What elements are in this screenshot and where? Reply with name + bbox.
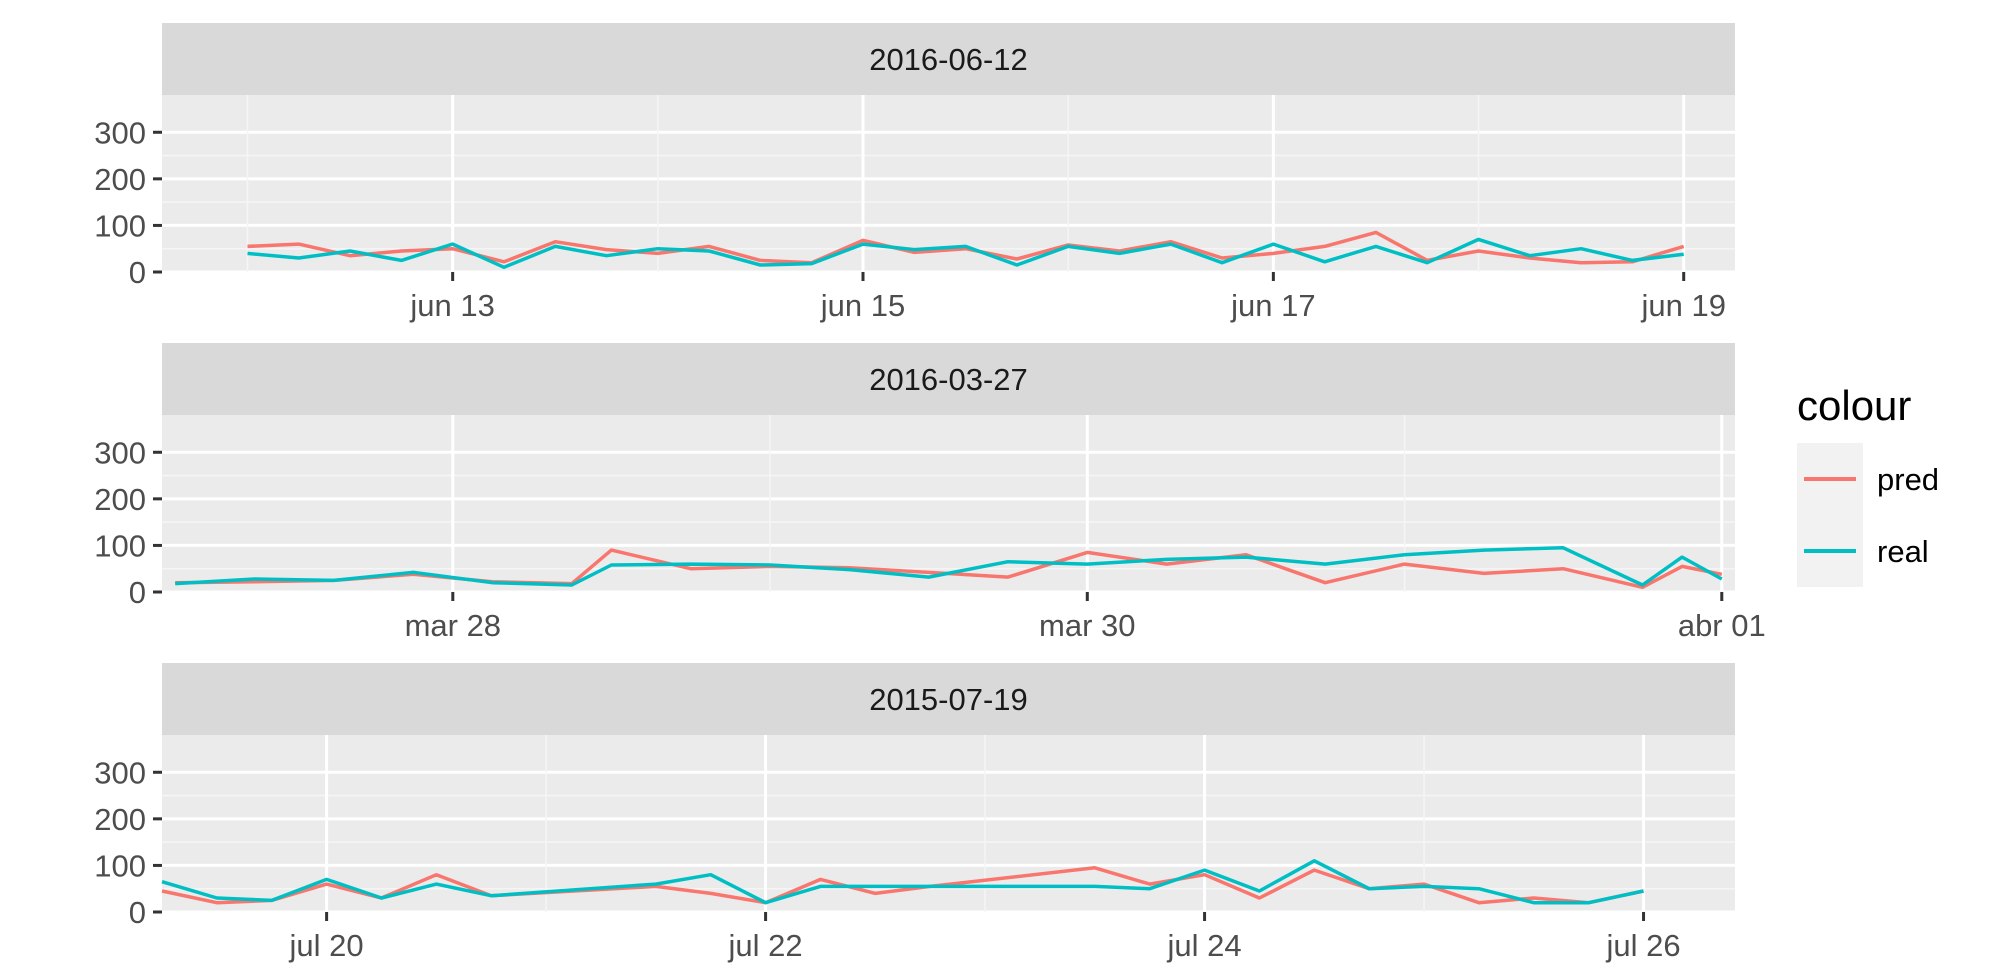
plot-background [162, 735, 1735, 912]
facet-strip [162, 343, 1735, 415]
facet-strip [162, 23, 1735, 95]
x-tick-label: mar 30 [1039, 608, 1135, 643]
y-tick-label: 200 [94, 802, 146, 837]
legend-label: real [1877, 534, 1929, 569]
y-tick-label: 100 [94, 208, 146, 243]
y-tick-label: 0 [129, 895, 146, 930]
legend-item-pred: pred [1797, 443, 1939, 515]
y-tick-label: 0 [129, 575, 146, 610]
plot-background [162, 415, 1735, 592]
legend-item-real: real [1797, 515, 1929, 587]
y-tick-label: 300 [94, 115, 146, 150]
x-tick-label: jun 13 [409, 288, 494, 323]
facet-panel: 2016-03-27 0 100 200 300 mar 28 mar 30 abr 01 [94, 343, 1766, 643]
x-tick-label: jun 15 [820, 288, 905, 323]
x-tick-label: jul 24 [1167, 928, 1242, 963]
x-tick-label: abr 01 [1678, 608, 1766, 643]
series-line-pred [247, 230, 1685, 265]
y-tick-label: 100 [94, 528, 146, 563]
series-line-real [161, 859, 1644, 905]
series-line-real [175, 546, 1723, 587]
y-tick-label: 0 [129, 255, 146, 290]
facet-strip [162, 663, 1735, 735]
legend-title: colour [1797, 382, 1911, 429]
facet-panel: 2015-07-19 0 100 200 300 jul 20 jul 22 jul 24 ju… [94, 663, 1735, 963]
x-tick-label: jul 22 [728, 928, 803, 963]
panels-layer: 2016-06-12 0 100 200 300 jun 13 jun 15 jun 17 ju… [94, 23, 1766, 963]
y-tick-label: 200 [94, 482, 146, 517]
series-line-real [247, 237, 1684, 270]
x-tick-label: jul 26 [1605, 928, 1680, 963]
x-tick-label: jun 19 [1640, 288, 1725, 323]
x-tick-label: jun 17 [1230, 288, 1315, 323]
y-tick-label: 300 [94, 435, 146, 470]
facet-title: 2015-07-19 [869, 682, 1028, 717]
facet-title: 2016-03-27 [869, 362, 1028, 397]
legend-label: pred [1877, 462, 1939, 497]
x-tick-label: jul 20 [289, 928, 364, 963]
y-tick-label: 200 [94, 162, 146, 197]
x-tick-label: mar 28 [405, 608, 501, 643]
y-tick-label: 300 [94, 755, 146, 790]
facet-title: 2016-06-12 [869, 42, 1028, 77]
facet-panel: 2016-06-12 0 100 200 300 jun 13 jun 15 jun 17 ju… [94, 23, 1735, 323]
y-tick-label: 100 [94, 848, 146, 883]
legend: colour pred real [1797, 382, 1939, 587]
